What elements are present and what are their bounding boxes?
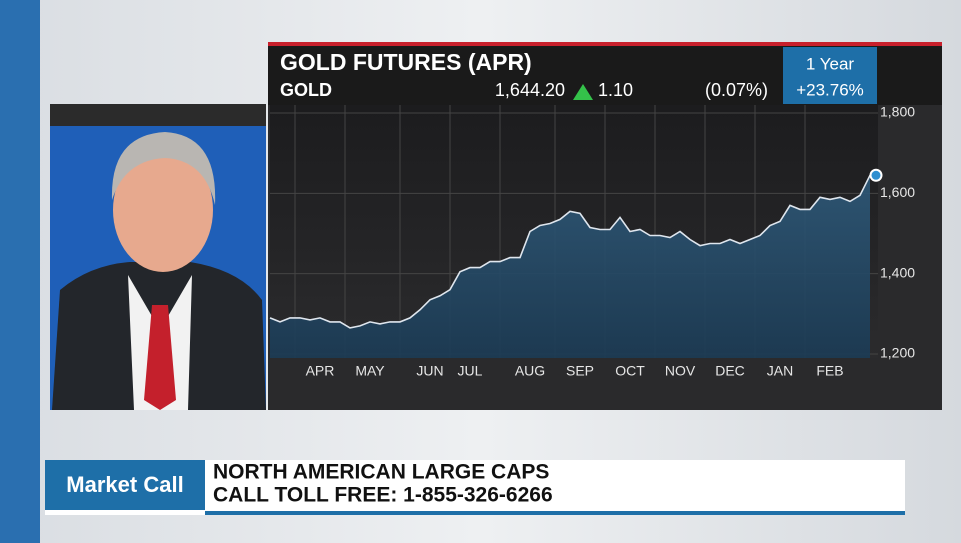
plot: 1,200 1,400 1,600 1,800 APR MAY JUN JUL AUG SEP OC… (269, 104, 915, 379)
panel-accent (268, 42, 942, 46)
x-tick-label: APR (306, 363, 335, 379)
x-tick-label: OCT (615, 363, 645, 379)
x-tick-label: SEP (566, 363, 594, 379)
x-tick-label: JUL (458, 363, 483, 379)
y-tick-label: 1,600 (880, 184, 915, 200)
x-tick-label: JAN (767, 363, 793, 379)
x-tick-label: AUG (515, 363, 545, 379)
period-box (783, 47, 877, 104)
show-box (45, 460, 205, 510)
y-tick-label: 1,400 (880, 264, 915, 280)
show-name: Market Call (66, 472, 183, 497)
x-tick-label: NOV (665, 363, 696, 379)
change-pct: (0.07%) (705, 80, 768, 100)
ticker: GOLD (280, 80, 332, 100)
studio-wall (0, 0, 40, 543)
x-tick-label: FEB (816, 363, 843, 379)
x-tick-label: JUN (416, 363, 443, 379)
lower-third-line: CALL TOLL FREE: 1-855-326-6266 (213, 484, 553, 507)
price: 1,644.20 (495, 80, 565, 100)
presenter-face (113, 148, 213, 272)
end-point (869, 168, 883, 182)
period: 1 Year (806, 54, 855, 73)
video-top (50, 104, 266, 126)
area (270, 175, 870, 358)
up-arrow (573, 84, 593, 100)
presenter-hair (111, 132, 216, 205)
x-tick-label: MAY (355, 363, 385, 379)
line (269, 174, 871, 329)
period-change: +23.76% (796, 80, 864, 99)
y-tick-label: 1,800 (880, 104, 915, 120)
y-tick-label: 1,200 (880, 345, 915, 361)
x-tick-label: DEC (715, 363, 745, 379)
presenter-tie (144, 305, 176, 410)
chart-title: GOLD FUTURES (APR) (280, 49, 532, 75)
change: 1.10 (598, 80, 633, 100)
lower-third-line: NORTH AMERICAN LARGE CAPS (213, 461, 549, 484)
lower-third-rule (205, 511, 905, 515)
